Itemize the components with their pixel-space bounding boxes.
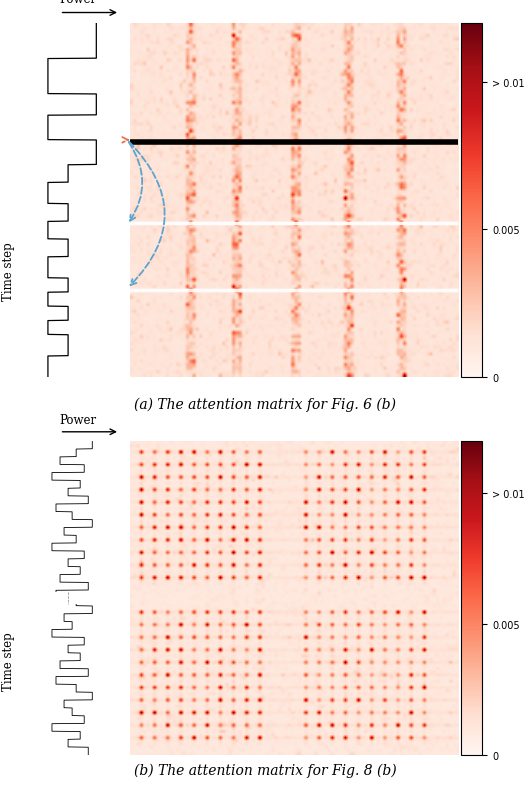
Text: Time step: Time step [2, 631, 15, 691]
Text: Power: Power [59, 413, 97, 426]
Text: (b) The attention matrix for Fig. 8 (b): (b) The attention matrix for Fig. 8 (b) [134, 763, 396, 777]
Text: (a) The attention matrix for Fig. 6 (b): (a) The attention matrix for Fig. 6 (b) [134, 397, 396, 412]
Text: Power: Power [59, 0, 97, 6]
Text: Time step: Time step [2, 242, 15, 301]
